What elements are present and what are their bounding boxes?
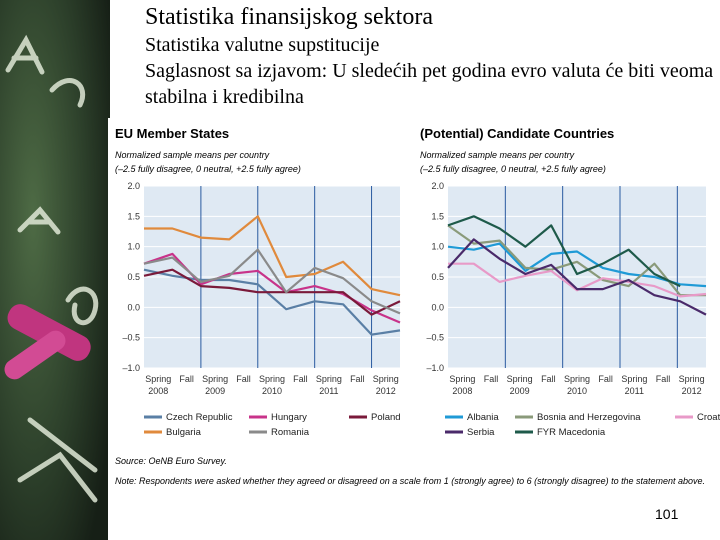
chart2-subtitle2: (–2.5 fully disagree, 0 neutral, +2.5 fu… <box>420 164 606 174</box>
chart1-x-tick-label: Fall <box>236 374 251 384</box>
chalk-stick-icon <box>4 304 91 380</box>
chart2-x-tick-label: Spring <box>621 374 647 384</box>
chart2-x-tick-label: Spring <box>564 374 590 384</box>
chart1-y-tick-label: 1.0 <box>127 242 140 252</box>
chalk-scribble-icon <box>5 34 99 503</box>
chart1-x-tick-label: Spring <box>373 374 399 384</box>
chart1-series-line-poland <box>143 268 401 316</box>
chart1-subtitle1: Normalized sample means per country <box>115 150 270 160</box>
chart1-legend-label: Hungary <box>271 412 307 423</box>
chart1-legend-label: Poland <box>371 412 401 423</box>
chart1-year-label: 2010 <box>262 386 282 396</box>
chart1-legend-label: Bulgaria <box>166 427 202 438</box>
chart1-y-tick-label: 0.0 <box>127 302 140 312</box>
chart2-x-tick-label: Spring <box>679 374 705 384</box>
chart1-x-tick-label: Fall <box>350 374 365 384</box>
chart1-year-label: 2011 <box>319 386 338 396</box>
chart1-legend-label: Romania <box>271 427 310 438</box>
chart1-x-tick-label: Fall <box>293 374 308 384</box>
chart1-series-line-romania <box>143 248 401 315</box>
slide-title: Statistika finansijskog sektora <box>145 4 433 30</box>
chart2-subtitle1: Normalized sample means per country <box>420 150 575 160</box>
chart2-x-tick-label: Fall <box>656 374 671 384</box>
charts-figure: EU Member States Normalized sample means… <box>115 126 720 486</box>
chart2-x-tick-label: Fall <box>541 374 556 384</box>
chart2-year-label: 2011 <box>625 386 644 396</box>
slide-subtitle: Statistika valutne supstitucije <box>145 34 380 56</box>
chart2-legend-label: Bosnia and Herzegovina <box>537 412 641 423</box>
chart1-x-tick-label: Spring <box>259 374 285 384</box>
chart2-legend-label: Croatia <box>697 412 720 423</box>
chart2-y-tick-label: –1.0 <box>426 363 444 373</box>
chart2-y-tick-label: 1.5 <box>431 211 444 221</box>
chart2-legend: Albania Bosnia and Herzegovina Croatia Serb… <box>445 412 720 438</box>
chart2-year-label: 2008 <box>452 386 472 396</box>
chart2-year-label: 2012 <box>682 386 702 396</box>
chart1-year-label: 2008 <box>148 386 168 396</box>
chart2-legend-label: FYR Macedonia <box>537 427 606 438</box>
chart2-x-tick-label: Spring <box>449 374 475 384</box>
chart2-series-line-albania <box>447 242 707 288</box>
slide-header: Statistika finansijskog sektora Statisti… <box>145 2 715 110</box>
page-number: 101 <box>655 506 679 522</box>
chart2-year-label: 2010 <box>567 386 587 396</box>
chart2-legend-label: Albania <box>467 412 499 423</box>
chart2-y-tick-label: –0.5 <box>426 333 444 343</box>
chart1-year-label: 2012 <box>376 386 396 396</box>
chart1-title: EU Member States <box>115 126 229 141</box>
chart2-x-tick-label: Fall <box>598 374 613 384</box>
chart1-x-tick-label: Spring <box>145 374 171 384</box>
chart1-y-tick-label: –1.0 <box>122 363 140 373</box>
chart1-x-tick-label: Fall <box>179 374 194 384</box>
chart2-legend-label: Serbia <box>467 427 495 438</box>
chart1-legend-label: Czech Republic <box>166 412 233 423</box>
chart1-legend: Czech Republic Hungary Poland Bulgaria Roman… <box>144 412 401 438</box>
chart1-plot: 2.0 1.5 1.0 0.5 0.0 –0.5 –1.0 Spring Fall Spring F… <box>122 181 401 396</box>
chart2-series-line-bosnia-and-herzegovina <box>447 224 706 297</box>
chart2-y-tick-label: 1.0 <box>431 242 444 252</box>
source-note: Source: OeNB Euro Survey. <box>115 456 227 466</box>
chart2-y-tick-label: 0.5 <box>431 272 444 282</box>
chart2-title: (Potential) Candidate Countries <box>420 126 614 141</box>
chart1-y-tick-label: –0.5 <box>122 333 140 343</box>
chart2-series-line-croatia <box>448 262 707 298</box>
chart1-y-tick-label: 0.5 <box>127 272 140 282</box>
chart1-x-tick-label: Spring <box>316 374 342 384</box>
chart2-x-tick-label: Fall <box>484 374 499 384</box>
chart1-y-tick-label: 2.0 <box>127 181 140 191</box>
chart2-y-tick-label: 2.0 <box>431 181 444 191</box>
chart1-y-tick-label: 1.5 <box>127 211 140 221</box>
chart1-year-label: 2009 <box>205 386 225 396</box>
chart2-series-line-serbia <box>447 238 707 316</box>
footnote: Note: Respondents were asked whether the… <box>115 476 705 486</box>
chart2-plot: 2.0 1.5 1.0 0.5 0.0 –0.5 –1.0 Spring Fall Spring F… <box>426 181 707 396</box>
chart2-y-tick-label: 0.0 <box>431 302 444 312</box>
chart2-series-line-fyr-macedonia <box>447 215 681 288</box>
chart2-x-tick-label: Spring <box>507 374 533 384</box>
chart1-subtitle2: (–2.5 fully disagree, 0 neutral, +2.5 fu… <box>115 164 301 174</box>
chalkboard-decoration <box>0 0 110 540</box>
slide-statement: Saglasnost sa izjavom: U sledećih pet go… <box>145 60 714 108</box>
chart1-x-tick-label: Spring <box>202 374 228 384</box>
chart1-series-line-bulgaria <box>144 215 401 297</box>
chart2-year-label: 2009 <box>510 386 530 396</box>
